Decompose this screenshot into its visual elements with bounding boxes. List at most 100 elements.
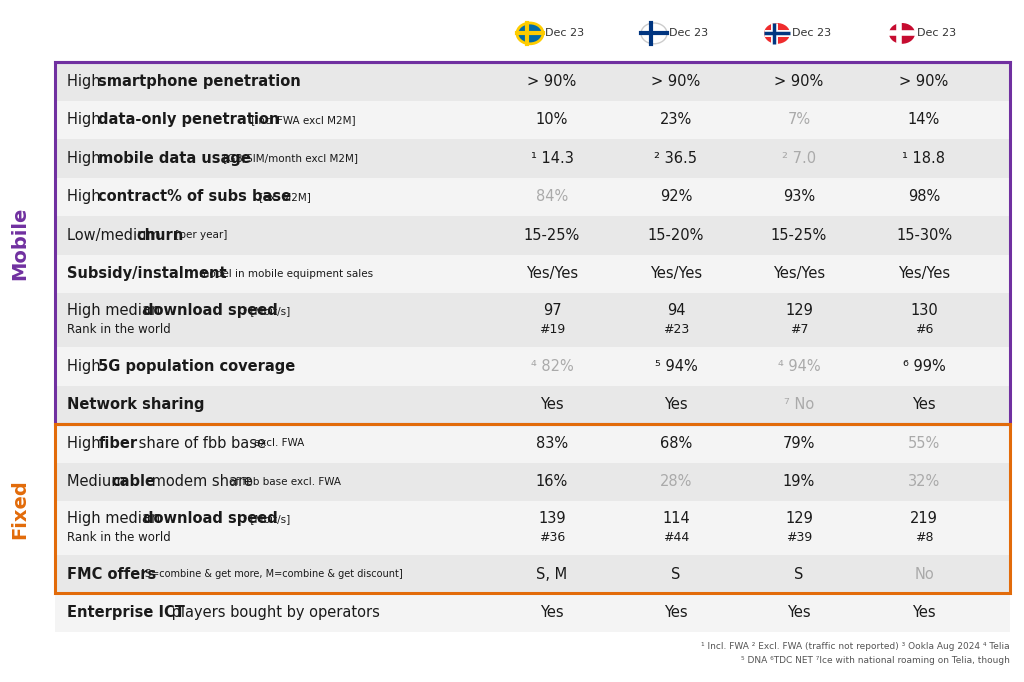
Text: Fixed: Fixed [10, 479, 30, 539]
Text: 15-25%: 15-25% [771, 228, 827, 243]
Ellipse shape [889, 23, 915, 44]
Text: S: S [795, 567, 804, 582]
Text: 10%: 10% [536, 113, 568, 128]
Text: ⁵ DNA ⁶TDC NET ⁷Ice with national roaming on Telia, though: ⁵ DNA ⁶TDC NET ⁷Ice with national roamin… [741, 656, 1010, 665]
Text: smartphone penetration: smartphone penetration [98, 74, 301, 89]
Text: 55%: 55% [908, 436, 940, 451]
Text: download speed: download speed [142, 303, 278, 318]
Text: ³ [Mbit/s]: ³ [Mbit/s] [243, 514, 290, 524]
Text: > 90%: > 90% [899, 74, 948, 89]
Text: ¹ Incl. FWA ² Excl. FWA (traffic not reported) ³ Ookla Aug 2024 ⁴ Telia: ¹ Incl. FWA ² Excl. FWA (traffic not rep… [701, 642, 1010, 651]
Bar [55, 254, 1010, 293]
Text: [ex. M2M]: [ex. M2M] [256, 192, 310, 202]
Text: ² 7.0: ² 7.0 [782, 151, 816, 166]
Text: Yes: Yes [541, 605, 564, 620]
Bar [55, 501, 1010, 555]
Text: Yes/Yes: Yes/Yes [526, 267, 579, 281]
Text: Rank in the world: Rank in the world [67, 531, 171, 544]
Text: fiber: fiber [98, 436, 137, 451]
Text: ⁷ No: ⁷ No [784, 398, 814, 413]
Text: excl. FWA: excl. FWA [254, 439, 304, 448]
Text: 7%: 7% [787, 113, 811, 128]
Text: 28%: 28% [659, 474, 692, 489]
Text: #19: #19 [539, 323, 565, 336]
Bar [55, 424, 1010, 593]
Text: ⁴ 82%: ⁴ 82% [530, 359, 573, 374]
Text: 19%: 19% [783, 474, 815, 489]
Text: ³ [Mbit/s]: ³ [Mbit/s] [243, 306, 290, 316]
Text: 79%: 79% [782, 436, 815, 451]
Text: [S=combine & get more, M=combine & get discount]: [S=combine & get more, M=combine & get d… [138, 569, 403, 579]
Text: #39: #39 [785, 531, 812, 544]
Text: Medium: Medium [67, 474, 130, 489]
Bar [55, 100, 1010, 139]
Text: Dec 23: Dec 23 [918, 29, 956, 38]
Text: ¹ 18.8: ¹ 18.8 [902, 151, 945, 166]
Bar [55, 462, 1010, 501]
Text: cable: cable [111, 474, 155, 489]
Bar [55, 424, 1010, 462]
Text: FMC offers: FMC offers [67, 567, 157, 582]
Text: #36: #36 [539, 531, 565, 544]
Text: 94: 94 [667, 303, 685, 318]
Text: 93%: 93% [783, 190, 815, 205]
Text: Dec 23: Dec 23 [792, 29, 831, 38]
Text: High: High [67, 113, 105, 128]
Text: modem share: modem share [146, 474, 257, 489]
Text: Rank in the world: Rank in the world [67, 323, 171, 336]
Text: 139: 139 [539, 512, 566, 527]
Text: High: High [67, 74, 105, 89]
Text: [per year]: [per year] [172, 231, 227, 240]
Text: #23: #23 [663, 323, 689, 336]
Text: 5G population coverage: 5G population coverage [98, 359, 296, 374]
Text: Yes: Yes [665, 605, 688, 620]
Text: mobile data usage: mobile data usage [98, 151, 251, 166]
Text: 92%: 92% [659, 190, 692, 205]
Text: High median: High median [67, 303, 165, 318]
Text: model in mobile equipment sales: model in mobile equipment sales [196, 269, 373, 279]
Text: of fbb base excl. FWA: of fbb base excl. FWA [228, 477, 341, 487]
Text: #44: #44 [663, 531, 689, 544]
Bar [55, 139, 1010, 177]
Text: 15-30%: 15-30% [896, 228, 952, 243]
Text: Mobile: Mobile [10, 207, 30, 280]
Text: ⁵ 94%: ⁵ 94% [654, 359, 697, 374]
Text: High: High [67, 190, 105, 205]
Text: Yes: Yes [541, 398, 564, 413]
Text: > 90%: > 90% [774, 74, 823, 89]
Text: 32%: 32% [908, 474, 940, 489]
Text: > 90%: > 90% [651, 74, 700, 89]
Text: Yes: Yes [665, 398, 688, 413]
Text: Yes/Yes: Yes/Yes [650, 267, 702, 281]
Bar [55, 62, 1010, 100]
Text: data-only penetration: data-only penetration [98, 113, 280, 128]
Ellipse shape [517, 23, 543, 44]
Text: share of fbb base: share of fbb base [134, 436, 270, 451]
Ellipse shape [764, 23, 790, 44]
Text: [incl FWA excl M2M]: [incl FWA excl M2M] [249, 115, 356, 125]
Text: #8: #8 [914, 531, 933, 544]
Bar [55, 216, 1010, 254]
Text: 129: 129 [785, 512, 813, 527]
Text: 129: 129 [785, 303, 813, 318]
Text: No: No [914, 567, 934, 582]
Text: Enterprise ICT: Enterprise ICT [67, 605, 185, 620]
Bar [55, 177, 1010, 216]
Bar [55, 347, 1010, 385]
Text: Dec 23: Dec 23 [545, 29, 584, 38]
Ellipse shape [641, 23, 667, 44]
Text: Yes: Yes [912, 605, 936, 620]
Text: ⁴ 94%: ⁴ 94% [777, 359, 820, 374]
Text: #7: #7 [790, 323, 808, 336]
Text: ² 36.5: ² 36.5 [654, 151, 697, 166]
Text: Yes/Yes: Yes/Yes [773, 267, 825, 281]
Text: 23%: 23% [659, 113, 692, 128]
Text: Network sharing: Network sharing [67, 398, 205, 413]
Bar [55, 385, 1010, 424]
Text: Yes/Yes: Yes/Yes [898, 267, 950, 281]
Text: High median: High median [67, 512, 165, 527]
Text: ¹ 14.3: ¹ 14.3 [530, 151, 573, 166]
Text: players bought by operators: players bought by operators [167, 605, 380, 620]
Text: 98%: 98% [908, 190, 940, 205]
Text: 114: 114 [663, 512, 690, 527]
